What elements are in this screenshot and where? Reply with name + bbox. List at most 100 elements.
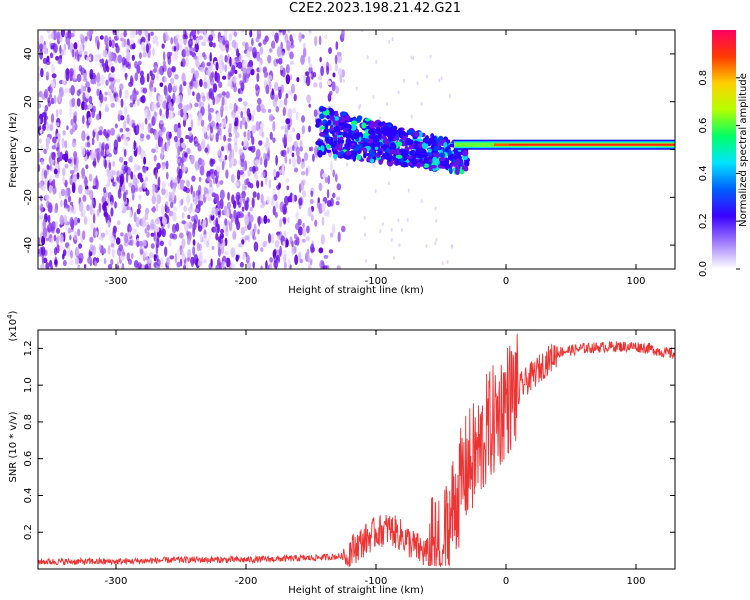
spectrogram-blob <box>189 51 193 56</box>
spectrogram-blob <box>369 158 375 164</box>
spectrogram-blob <box>378 121 385 126</box>
spectrogram-blob <box>324 176 328 184</box>
spectrogram-blob <box>114 123 118 129</box>
spectrogram-blob <box>62 176 65 185</box>
spectrogram-blob <box>54 220 58 230</box>
spectrogram-blob <box>387 127 394 135</box>
spectrogram-blob <box>296 132 301 141</box>
spectrogram-blob <box>226 220 231 226</box>
spectrogram-blob <box>372 95 375 100</box>
spectrogram-x-tick-label: 100 <box>626 276 645 287</box>
spectrogram-blob <box>172 179 177 184</box>
spectrogram-blob <box>228 133 232 138</box>
spectrogram-blob <box>132 174 137 183</box>
spectrogram-blob <box>189 154 195 165</box>
spectrogram-blob <box>261 217 264 224</box>
spectrogram-blob <box>186 230 189 237</box>
spectrogram-blob <box>173 36 178 47</box>
spectrogram-blob <box>224 40 230 49</box>
spectrogram-blob <box>73 42 78 50</box>
spectrogram-blob <box>324 123 329 131</box>
spectrogram-blob <box>136 240 140 248</box>
spectrogram-blob <box>434 206 437 211</box>
spectrogram-blob <box>71 49 75 58</box>
spectrogram-blob <box>217 148 221 157</box>
spectrogram-blob <box>313 146 318 156</box>
spectrogram-blob <box>211 206 217 215</box>
spectrogram-blob <box>245 67 251 74</box>
spectrogram-blob <box>308 147 312 152</box>
spectrogram-blob <box>63 43 67 51</box>
spectrogram-blob <box>260 193 264 204</box>
spectrogram-blob <box>228 72 234 77</box>
spectrogram-blob <box>433 145 440 152</box>
spectrogram-blob <box>251 197 255 209</box>
spectrogram-blob <box>73 114 77 124</box>
spectrogram-blob <box>235 105 239 112</box>
spectrogram-blob <box>241 141 244 146</box>
spectrogram-blob <box>282 30 287 36</box>
spectrogram-blob <box>186 147 191 155</box>
spectrogram-blob <box>168 191 172 203</box>
spectrogram-blob <box>182 113 187 121</box>
spectrogram-blob <box>338 131 342 136</box>
spectrogram-blob <box>154 169 158 180</box>
spectrogram-blob <box>372 137 380 143</box>
spectrogram-blob <box>210 90 215 101</box>
spectrogram-blob <box>219 198 224 210</box>
spectrogram-blob <box>329 115 335 121</box>
spectrogram-blob <box>435 237 438 242</box>
spectrogram-blob <box>293 194 298 202</box>
spectrogram-blob <box>108 91 112 97</box>
spectrogram-blob <box>440 76 443 81</box>
spectrogram-blob <box>258 140 263 146</box>
spectrogram-blob <box>77 228 81 237</box>
spectrogram-blob <box>393 255 396 260</box>
spectrogram-blob <box>63 214 68 225</box>
spectrogram-blob <box>340 225 346 233</box>
spectrogram-blob <box>50 113 55 123</box>
spectrogram-blob <box>198 176 202 182</box>
spectrogram-blob <box>115 78 121 83</box>
spectrogram-blob <box>60 30 66 38</box>
spectrogram-blob <box>249 207 253 212</box>
spectrogram-blob <box>253 223 257 233</box>
spectrogram-blob <box>159 240 164 247</box>
spectrogram-blob <box>38 103 42 109</box>
spectrogram-blob <box>190 67 196 75</box>
spectrogram-blob <box>295 146 300 158</box>
spectrogram-blob <box>80 211 84 218</box>
spectrogram-blob <box>55 55 59 61</box>
spectrogram-blob <box>231 114 235 120</box>
spectrogram-blob <box>256 104 262 113</box>
spectrogram-blob <box>330 160 333 172</box>
spectrogram-blob <box>382 138 390 145</box>
spectrogram-blob <box>81 167 85 177</box>
spectrogram-blob <box>117 54 123 64</box>
spectrogram-blob <box>43 88 49 99</box>
spectrogram-blob <box>275 58 280 64</box>
spectrogram-blob <box>327 119 332 125</box>
spectrogram-blob <box>224 105 229 112</box>
spectrogram-blob <box>342 78 345 83</box>
spectrogram-blob <box>84 176 88 188</box>
spectrogram-blob <box>234 121 237 127</box>
spectrogram-blob <box>350 135 355 141</box>
spectrogram-blob <box>215 132 219 143</box>
spectrogram-blob <box>83 216 88 225</box>
spectrogram-blob <box>161 127 165 132</box>
spectrogram-blob <box>63 87 69 94</box>
spectrogram-blob <box>254 159 260 165</box>
spectrogram-blob <box>127 231 132 237</box>
spectrogram-blob <box>221 160 225 171</box>
spectrogram-blob <box>232 230 236 240</box>
spectrogram-blob <box>274 212 278 219</box>
spectrogram-blob <box>459 169 465 175</box>
spectrogram-blob <box>211 245 215 251</box>
spectrogram-blob <box>227 137 232 142</box>
spectrogram-blob <box>202 125 207 134</box>
spectrogram-blob <box>112 53 116 62</box>
spectrogram-blob <box>291 108 297 114</box>
spectrogram-blob <box>142 179 147 190</box>
spectrogram-blob <box>107 177 111 187</box>
